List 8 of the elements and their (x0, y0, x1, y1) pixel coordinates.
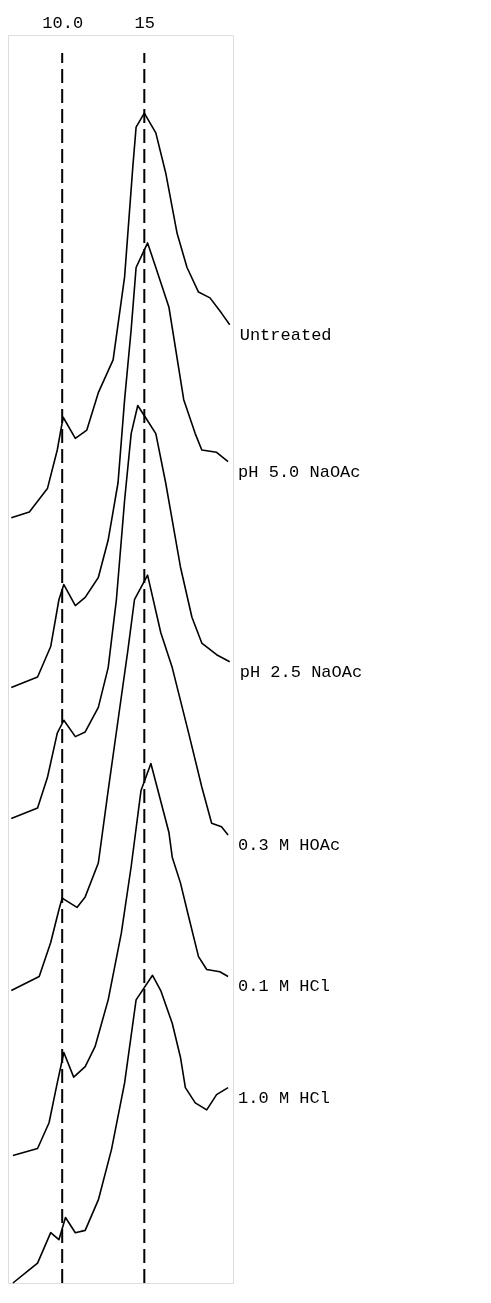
series-label: 0.1 M HCl (238, 977, 330, 997)
series-label: Untreated (239, 325, 332, 345)
series-label: 1.0 M HCl (238, 1088, 330, 1108)
series-label: 0.3 M HOAc (238, 835, 341, 855)
series-label: pH 5.0 NaOAc (238, 462, 361, 482)
x-tick-label: 15 (134, 13, 156, 33)
x-tick-label: 10.0 (42, 13, 84, 33)
series-label: pH 2.5 NaOAc (239, 662, 363, 682)
